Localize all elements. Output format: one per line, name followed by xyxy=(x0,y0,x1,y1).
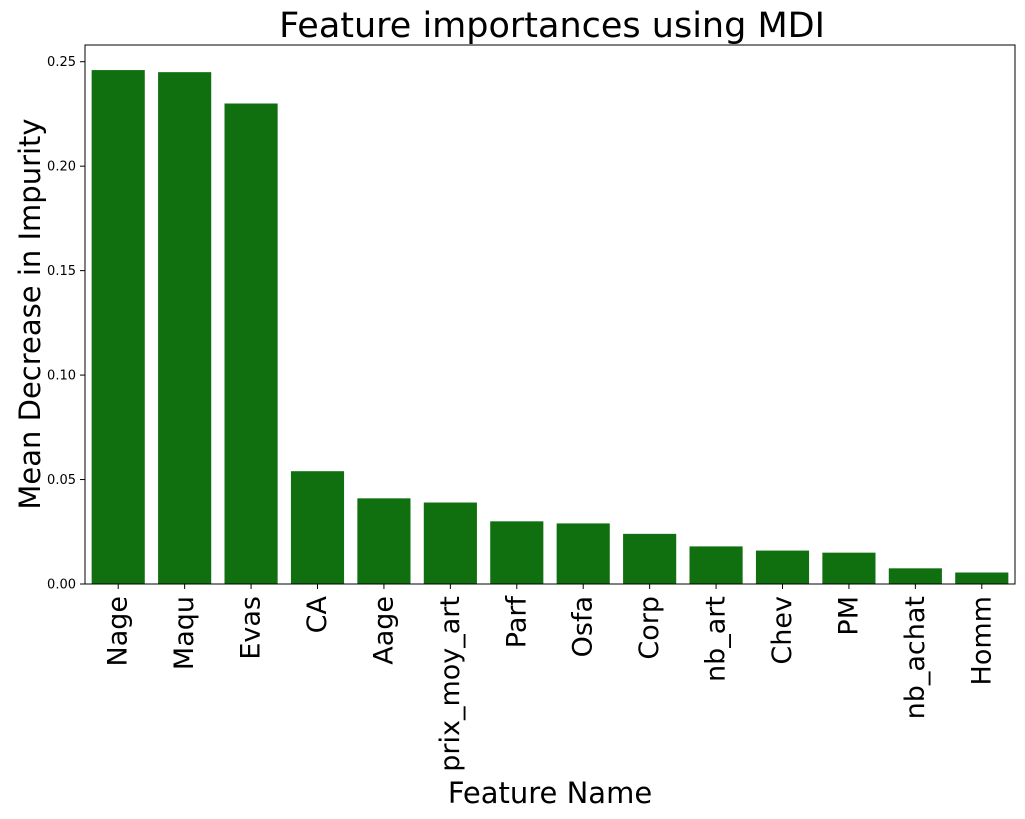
axes-frame xyxy=(84,44,1016,585)
x-tick-label-Parf: Parf xyxy=(501,595,532,649)
y-axis-label: Mean Decrease in Impurity xyxy=(13,118,47,509)
x-tick-label-nb_achat: nb_achat xyxy=(900,596,931,719)
y-tick-label: 0.00 xyxy=(47,578,76,593)
bar-prix_moy_art xyxy=(423,502,477,584)
x-tick-label-Aage: Aage xyxy=(368,596,399,665)
x-tick-label-prix_moy_art: prix_moy_art xyxy=(435,596,466,772)
x-tick-label-Maqu: Maqu xyxy=(169,596,200,670)
bar-Corp xyxy=(623,533,677,584)
bar-Chev xyxy=(755,550,810,584)
x-tick-label-Nage: Nage xyxy=(103,596,134,667)
x-tick-label-Corp: Corp xyxy=(634,596,665,660)
y-tick-label: 0.10 xyxy=(47,369,76,384)
y-axis-ticks: 0.00 0.05 0.10 0.15 0.20 0.25 xyxy=(47,55,85,593)
bar-Aage xyxy=(357,498,411,584)
bar-PM xyxy=(822,552,876,584)
x-tick-label-CA: CA xyxy=(302,595,333,633)
x-axis-ticks: Nage Maqu Evas CA Aage prix_moy_art Parf Osfa Co… xyxy=(103,584,997,772)
x-tick-label-PM: PM xyxy=(833,596,864,636)
chart-title: Feature importances using MDI xyxy=(279,6,825,46)
bar-Maqu xyxy=(158,72,212,584)
bar-Nage xyxy=(91,70,145,584)
bar-Homm xyxy=(955,572,1009,584)
bar-Parf xyxy=(490,521,544,584)
bar-nb_achat xyxy=(888,568,942,584)
y-tick-label: 0.20 xyxy=(47,160,76,175)
x-axis-label: Feature Name xyxy=(448,776,652,810)
bar-Evas xyxy=(224,103,278,584)
x-tick-label-Chev: Chev xyxy=(767,596,798,665)
bar-CA xyxy=(290,471,345,584)
x-tick-label-Osfa: Osfa xyxy=(568,596,599,657)
x-tick-label-Homm: Homm xyxy=(966,596,997,685)
bars-group xyxy=(91,70,1009,584)
x-tick-label-Evas: Evas xyxy=(236,596,267,660)
y-tick-label: 0.15 xyxy=(47,264,76,279)
y-tick-label: 0.05 xyxy=(47,473,76,488)
y-tick-label: 0.25 xyxy=(47,55,76,70)
x-tick-label-nb_art: nb_art xyxy=(701,596,732,682)
bar-nb_art xyxy=(689,546,743,584)
bar-Osfa xyxy=(556,523,610,584)
